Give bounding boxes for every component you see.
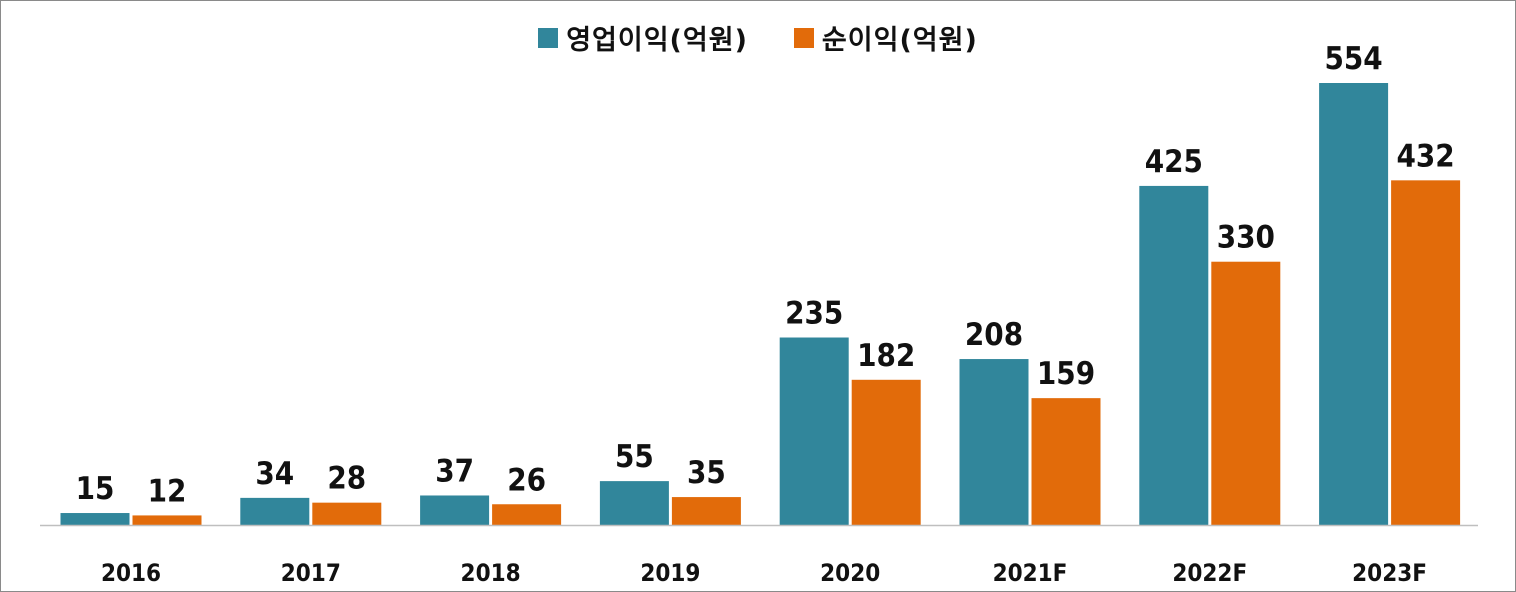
x-tick-label-2021F: 2021F bbox=[993, 559, 1068, 587]
value-label-net-profit-2018: 26 bbox=[507, 462, 546, 498]
value-label-net-profit-2019: 35 bbox=[687, 455, 726, 491]
value-label-net-profit-2021F: 159 bbox=[1037, 356, 1095, 392]
value-labels-group: 15 12 34 28 37 26 55 35 235 182 208 159 425 330 554 432 bbox=[76, 41, 1455, 509]
x-tick-label-2023F: 2023F bbox=[1352, 559, 1427, 587]
bar-operating-profit-2023F bbox=[1319, 83, 1389, 525]
bars-group bbox=[60, 83, 1461, 525]
x-tick-label-2020: 2020 bbox=[820, 559, 880, 587]
legend: 영업이익(억원) 순이익(억원) bbox=[0, 18, 1516, 57]
value-label-operating-profit-2018: 37 bbox=[435, 453, 474, 489]
bar-net-profit-2018 bbox=[492, 504, 562, 525]
value-label-operating-profit-2019: 55 bbox=[615, 439, 654, 475]
bar-net-profit-2020 bbox=[851, 379, 921, 525]
value-label-net-profit-2022F: 330 bbox=[1217, 220, 1275, 256]
value-label-net-profit-2023F: 432 bbox=[1396, 138, 1454, 174]
bar-net-profit-2022F bbox=[1211, 261, 1281, 525]
value-label-operating-profit-2023F: 554 bbox=[1324, 41, 1382, 77]
x-tick-label-2022F: 2022F bbox=[1172, 559, 1247, 587]
value-label-net-profit-2017: 28 bbox=[327, 461, 366, 497]
x-tick-label-2019: 2019 bbox=[640, 559, 700, 587]
legend-swatch-net-profit bbox=[793, 27, 814, 48]
value-label-operating-profit-2021F: 208 bbox=[965, 317, 1023, 353]
x-tick-label-2016: 2016 bbox=[101, 559, 161, 587]
bar-net-profit-2016 bbox=[132, 515, 202, 525]
value-label-net-profit-2020: 182 bbox=[857, 338, 915, 374]
x-tick-label-2018: 2018 bbox=[461, 559, 521, 587]
legend-item-operating-profit: 영업이익(억원) bbox=[538, 18, 748, 57]
bar-operating-profit-2021F bbox=[959, 359, 1029, 525]
x-tick-labels-group: 2016 2017 2018 2019 2020 2021F 2022F 2023F bbox=[101, 559, 1427, 587]
bar-operating-profit-2017 bbox=[240, 497, 310, 525]
legend-item-net-profit: 순이익(억원) bbox=[793, 18, 978, 57]
bar-net-profit-2023F bbox=[1391, 180, 1461, 525]
legend-label-operating-profit: 영업이익(억원) bbox=[566, 25, 748, 56]
legend-swatch-operating-profit bbox=[538, 27, 559, 48]
bar-operating-profit-2016 bbox=[60, 513, 130, 525]
value-label-operating-profit-2022F: 425 bbox=[1145, 144, 1203, 180]
bar-operating-profit-2020 bbox=[779, 337, 849, 525]
legend-label-net-profit: 순이익(억원) bbox=[821, 25, 978, 56]
value-label-net-profit-2016: 12 bbox=[148, 473, 187, 509]
bar-operating-profit-2022F bbox=[1139, 185, 1209, 525]
bar-net-profit-2021F bbox=[1031, 398, 1101, 525]
value-label-operating-profit-2016: 15 bbox=[76, 471, 115, 507]
value-label-operating-profit-2020: 235 bbox=[785, 296, 843, 332]
bar-operating-profit-2018 bbox=[420, 495, 490, 525]
value-label-operating-profit-2017: 34 bbox=[255, 456, 294, 492]
bar-net-profit-2017 bbox=[312, 502, 382, 525]
bar-operating-profit-2019 bbox=[599, 481, 669, 525]
bar-net-profit-2019 bbox=[671, 497, 741, 525]
x-tick-label-2017: 2017 bbox=[281, 559, 341, 587]
